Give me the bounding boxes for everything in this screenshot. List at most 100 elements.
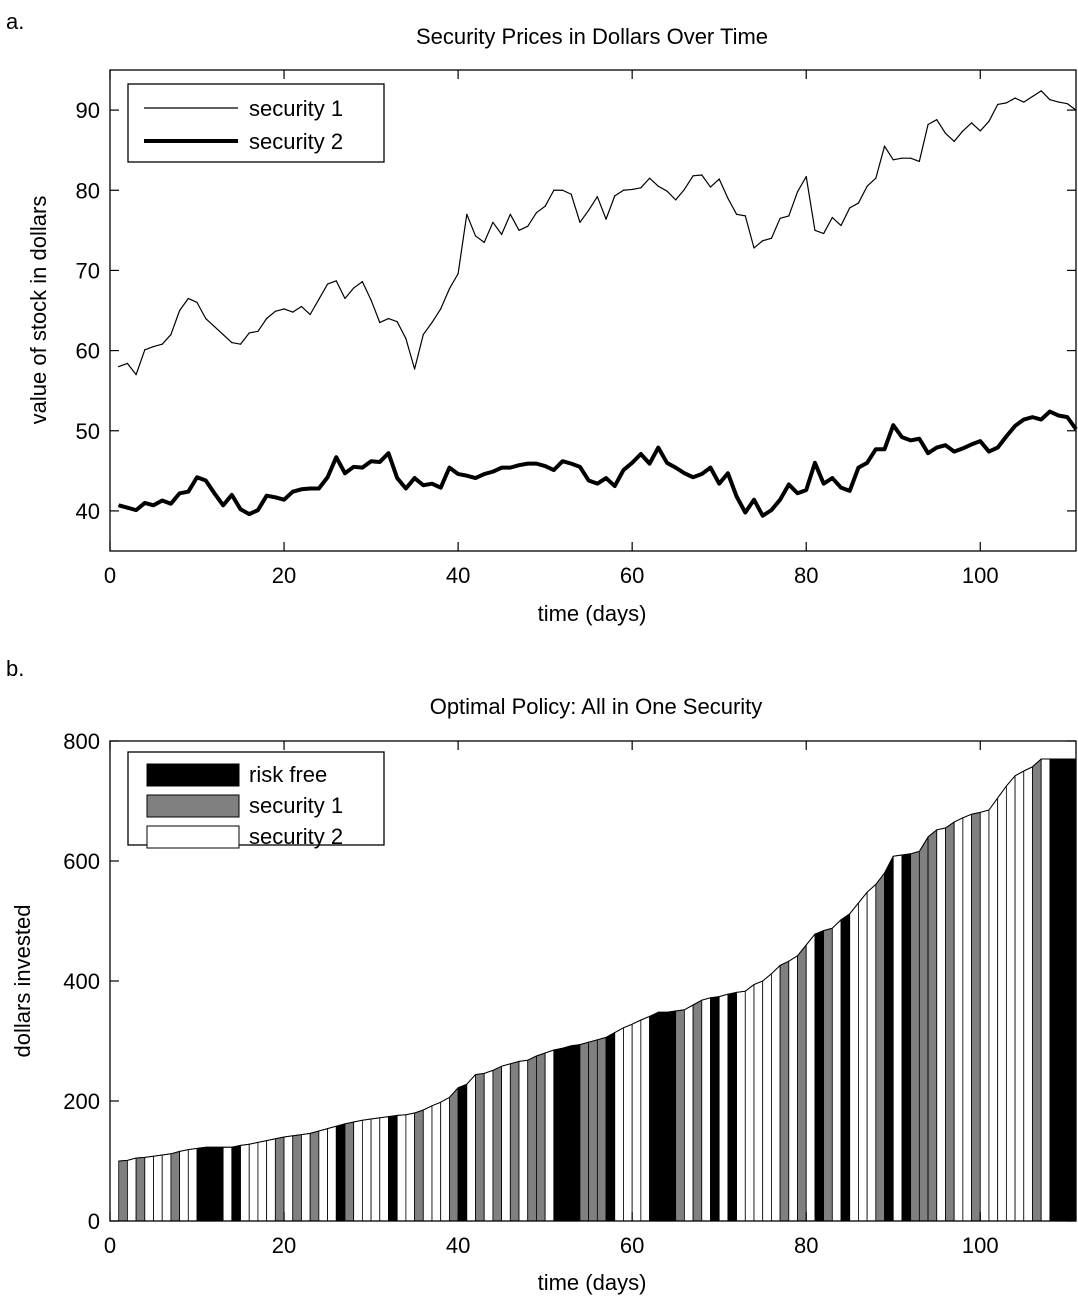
data-point-security-1 [970, 122, 973, 124]
allocation-segment-security-1 [414, 1109, 424, 1222]
data-point-security-1 [466, 213, 468, 215]
data-point-security-2 [648, 463, 651, 465]
data-point-security-2 [205, 479, 207, 482]
allocation-segment-security-1 [292, 1134, 302, 1222]
data-point-security-1 [309, 313, 311, 316]
allocation-segment-risk-free [335, 1123, 346, 1222]
panel-a-ytick-label: 60 [76, 339, 100, 364]
allocation-segment-security-2 [179, 1149, 189, 1222]
data-point-security-2 [509, 467, 511, 469]
data-point-security-1 [1005, 102, 1007, 104]
data-point-security-1 [266, 317, 268, 320]
legend-label-security-2: security 2 [249, 129, 343, 154]
allocation-segment-security-2 [640, 1015, 650, 1222]
panel-a-xtick-label: 100 [962, 563, 999, 588]
data-point-security-1 [666, 190, 668, 192]
panel-a-xtick-label: 40 [446, 563, 470, 588]
data-point-security-2 [387, 452, 390, 454]
data-point-security-2 [953, 450, 955, 453]
data-point-security-1 [892, 159, 894, 161]
data-point-security-1 [910, 157, 912, 159]
panel-b-xtick-label: 60 [620, 1233, 644, 1258]
data-point-security-2 [431, 483, 433, 485]
panel-a-ytick-label: 80 [76, 178, 100, 203]
data-point-security-1 [788, 215, 790, 217]
data-point-security-2 [561, 460, 564, 462]
allocation-segment-security-2 [257, 1140, 268, 1222]
data-point-security-2 [231, 494, 233, 496]
panel-a-title: Security Prices in Dollars Over Time [416, 24, 768, 49]
data-point-security-2 [944, 444, 947, 446]
allocation-segment-security-1 [918, 835, 929, 1222]
data-point-security-1 [161, 343, 163, 345]
allocation-segment-security-2 [831, 918, 842, 1222]
data-point-security-2 [1023, 418, 1025, 421]
allocation-segment-security-2 [466, 1073, 476, 1222]
allocation-segment-risk-free [570, 1044, 581, 1222]
data-point-security-1 [422, 333, 424, 336]
allocation-segment-risk-free [649, 1011, 659, 1222]
data-point-security-2 [701, 473, 703, 475]
allocation-segment-risk-free [901, 853, 912, 1222]
data-point-security-2 [788, 483, 790, 486]
panel-b-ytick-label: 200 [63, 1089, 100, 1114]
allocation-segment-security-2 [744, 983, 755, 1222]
data-point-security-2 [753, 499, 755, 501]
data-point-security-1 [492, 221, 494, 223]
panel-a-legend: security 1 security 2 [127, 83, 385, 163]
data-point-security-2 [1057, 414, 1060, 417]
allocation-segment-security-1 [588, 1039, 598, 1222]
allocation-segment-security-2 [440, 1096, 450, 1222]
data-point-security-2 [283, 499, 285, 501]
allocation-segment-security-2 [127, 1157, 137, 1222]
data-point-security-1 [944, 132, 947, 134]
data-point-security-1 [753, 247, 755, 249]
data-point-security-2 [335, 456, 337, 458]
allocation-segment-security-1 [779, 960, 790, 1222]
data-point-security-1 [605, 218, 607, 220]
data-point-security-1 [762, 240, 764, 242]
allocation-segment-security-2 [353, 1119, 363, 1222]
allocation-segment-security-2 [301, 1132, 311, 1222]
allocation-segment-security-1 [823, 927, 833, 1222]
data-point-security-1 [936, 119, 938, 121]
data-point-security-1 [344, 297, 346, 300]
allocation-segment-security-2 [953, 817, 964, 1222]
data-point-security-2 [570, 463, 572, 465]
data-point-security-1 [431, 321, 433, 324]
data-point-security-1 [144, 349, 146, 351]
allocation-segment-security-2 [849, 901, 859, 1222]
allocation-segment-risk-free [1049, 758, 1059, 1222]
data-point-security-1 [222, 333, 224, 336]
allocation-segment-security-2 [753, 980, 764, 1222]
data-point-security-2 [144, 502, 146, 504]
data-point-security-1 [614, 195, 616, 197]
allocation-segment-security-1 [509, 1060, 520, 1222]
data-point-security-1 [1075, 109, 1077, 111]
allocation-segment-risk-free [727, 991, 737, 1222]
data-point-security-2 [709, 467, 712, 469]
data-point-security-2 [292, 491, 294, 493]
allocation-segment-security-2 [623, 1023, 633, 1222]
data-point-security-2 [762, 515, 764, 517]
data-point-security-2 [535, 463, 538, 465]
data-point-security-1 [579, 221, 581, 223]
allocation-segment-security-2 [144, 1155, 154, 1222]
panel-a-label: a. [6, 9, 24, 34]
allocation-segment-security-1 [475, 1072, 485, 1222]
data-point-security-1 [135, 374, 137, 376]
data-point-security-1 [796, 191, 799, 193]
data-point-security-2 [805, 489, 807, 491]
data-point-security-1 [170, 333, 172, 336]
legend-swatch-security-2 [146, 825, 240, 849]
allocation-segment-risk-free [657, 1011, 668, 1222]
data-point-security-2 [814, 462, 816, 464]
data-point-security-1 [1049, 99, 1051, 101]
data-point-security-1 [657, 185, 659, 187]
data-point-security-2 [605, 477, 607, 479]
allocation-segment-security-2 [187, 1147, 198, 1222]
allocation-segment-security-1 [675, 1009, 685, 1222]
data-point-security-2 [179, 492, 181, 494]
allocation-segment-security-2 [892, 854, 903, 1222]
